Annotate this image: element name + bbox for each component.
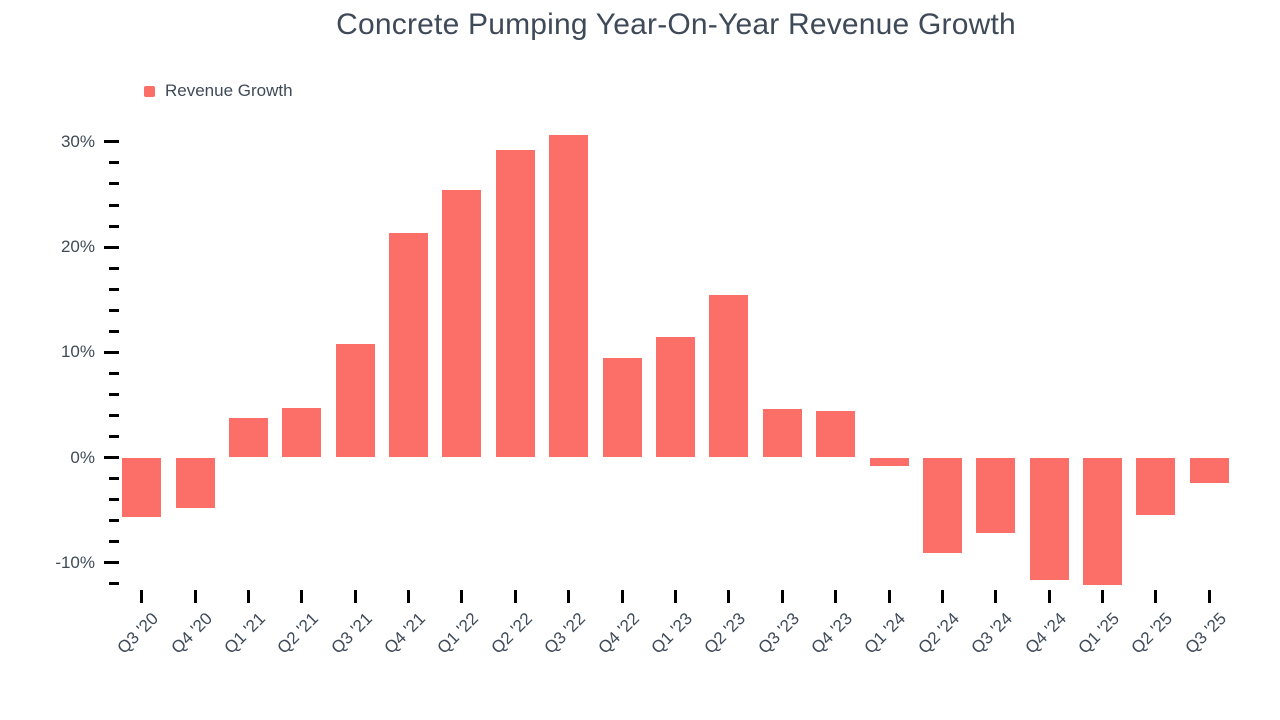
bar-q422[interactable] xyxy=(602,357,642,458)
x-axis-label: Q2 '24 xyxy=(914,609,963,658)
x-axis-tick xyxy=(460,590,464,603)
legend-marker-icon xyxy=(144,85,155,97)
x-axis-label: Q3 '21 xyxy=(327,609,376,658)
bar-q121[interactable] xyxy=(228,417,268,458)
bar-q224[interactable] xyxy=(922,457,962,554)
x-axis-label: Q2 '22 xyxy=(487,609,536,658)
x-axis-label: Q4 '21 xyxy=(380,609,430,658)
x-axis-label: Q1 '22 xyxy=(433,609,483,658)
x-axis-tick xyxy=(727,590,731,603)
y-axis-major-tick xyxy=(104,140,119,144)
x-axis-tick xyxy=(193,590,197,603)
x-axis-label: Q1 '24 xyxy=(860,609,910,658)
x-axis-label: Q2 '21 xyxy=(273,609,323,658)
x-axis-tick xyxy=(940,590,944,603)
x-axis-label: Q3 '24 xyxy=(967,609,1017,658)
x-axis-tick xyxy=(353,590,357,603)
x-axis-label: Q1 '25 xyxy=(1074,609,1123,658)
x-axis-tick xyxy=(620,590,624,603)
x-axis-tick xyxy=(674,590,677,603)
bar-q123[interactable] xyxy=(656,336,695,458)
y-axis-minor-tick xyxy=(109,392,119,396)
x-axis-tick xyxy=(994,590,998,603)
bar-q424[interactable] xyxy=(1029,457,1069,580)
x-axis-label: Q2 '23 xyxy=(700,609,750,658)
bar-q223[interactable] xyxy=(709,295,749,458)
y-axis-label: 20% xyxy=(60,237,95,257)
y-axis-minor-tick xyxy=(109,413,119,417)
y-axis-major-tick xyxy=(104,245,119,249)
x-axis-label: Q1 '23 xyxy=(647,609,696,658)
y-axis-minor-tick xyxy=(109,498,119,502)
x-axis-label: Q1 '21 xyxy=(220,609,269,658)
x-axis-tick xyxy=(513,590,517,603)
x-axis-label: Q3 '20 xyxy=(113,609,163,658)
y-axis-minor-tick xyxy=(109,266,119,270)
bar-q324[interactable] xyxy=(976,457,1016,534)
bar-q421[interactable] xyxy=(389,233,429,458)
bar-q124[interactable] xyxy=(869,457,909,466)
y-axis-minor-tick xyxy=(109,519,119,523)
x-axis-tick xyxy=(1047,590,1051,603)
y-axis-minor-tick xyxy=(109,287,119,291)
x-axis-tick xyxy=(834,590,838,603)
y-axis-major-tick xyxy=(104,561,119,565)
y-axis-major-tick xyxy=(104,350,119,354)
y-axis-minor-tick xyxy=(109,477,119,481)
x-axis-tick xyxy=(1101,590,1105,603)
bar-q122[interactable] xyxy=(442,190,482,458)
x-axis-tick xyxy=(140,590,144,603)
x-axis-tick xyxy=(300,590,304,603)
x-axis-label: Q3 '23 xyxy=(754,609,803,658)
x-axis-tick xyxy=(780,590,784,603)
y-axis-minor-tick xyxy=(109,224,119,228)
y-axis-label: 30% xyxy=(60,131,95,151)
y-axis-label: 10% xyxy=(60,342,95,362)
x-axis-label: Q3 '22 xyxy=(540,609,590,658)
bar-q221[interactable] xyxy=(282,408,322,458)
bar-q320[interactable] xyxy=(122,457,162,518)
x-axis-label: Q4 '20 xyxy=(167,609,216,658)
legend-item-revenue-growth[interactable]: Revenue Growth xyxy=(144,81,293,101)
chart-title: Concrete Pumping Year-On-Year Revenue Gr… xyxy=(336,8,1016,41)
y-axis-minor-tick xyxy=(109,434,119,438)
y-axis-minor-tick xyxy=(109,329,119,333)
y-axis-label: -10% xyxy=(55,552,95,572)
bar-q423[interactable] xyxy=(816,411,856,458)
x-axis-label: Q4 '23 xyxy=(807,609,857,658)
y-axis-minor-tick xyxy=(109,540,119,544)
y-axis-minor-tick xyxy=(109,203,119,207)
bar-q225[interactable] xyxy=(1136,457,1176,516)
x-axis-label: Q2 '25 xyxy=(1127,609,1177,658)
x-axis-tick xyxy=(887,590,891,603)
bar-q321[interactable] xyxy=(335,343,375,458)
x-axis-tick xyxy=(1207,590,1211,603)
bar-q125[interactable] xyxy=(1083,457,1123,585)
x-axis-tick xyxy=(1154,590,1158,603)
bar-q420[interactable] xyxy=(175,457,215,508)
y-axis-minor-tick xyxy=(109,161,119,165)
legend-label: Revenue Growth xyxy=(165,81,293,100)
bar-q322[interactable] xyxy=(549,134,589,458)
bar-q325[interactable] xyxy=(1189,457,1229,483)
x-axis-tick xyxy=(567,590,571,603)
y-axis-label: 0% xyxy=(70,447,95,467)
y-axis-minor-tick xyxy=(109,371,119,375)
y-axis-minor-tick xyxy=(109,308,119,312)
x-axis-label: Q3 '25 xyxy=(1181,609,1230,658)
x-axis-tick xyxy=(246,590,250,603)
x-axis-label: Q4 '24 xyxy=(1021,609,1070,658)
y-axis-major-tick xyxy=(104,456,119,459)
bar-q323[interactable] xyxy=(762,409,802,458)
bar-q222[interactable] xyxy=(495,150,535,458)
x-axis-label: Q4 '22 xyxy=(594,609,643,658)
y-axis-minor-tick xyxy=(109,182,119,186)
y-axis-minor-tick xyxy=(109,582,119,586)
x-axis-tick xyxy=(407,590,411,603)
